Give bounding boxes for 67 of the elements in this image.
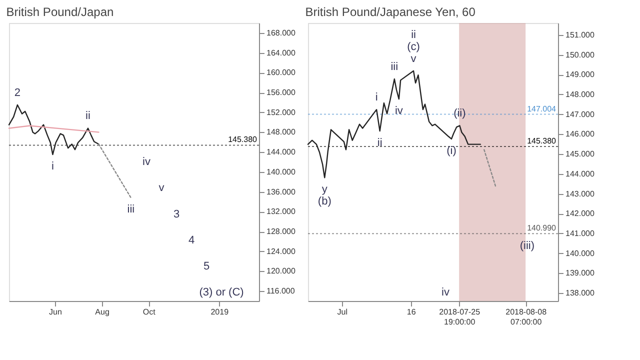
- y-tick-label: 149.000: [566, 70, 595, 80]
- annotation: 5: [203, 260, 210, 273]
- annotation: (b): [318, 196, 332, 208]
- y-tick-label: 141.000: [566, 228, 595, 238]
- y-tick-label: 139.000: [566, 268, 595, 278]
- annotation: 2: [14, 86, 20, 99]
- annotation: iv: [442, 286, 450, 299]
- annotation: iv: [394, 105, 404, 118]
- y-tick-label: 146.000: [566, 130, 595, 139]
- y-tick-label: 147.000: [566, 110, 595, 119]
- y-tick-label: 116.000: [266, 286, 296, 296]
- y-tick-label: 160.000: [266, 68, 296, 78]
- y-tick-label: 152.000: [266, 108, 296, 117]
- annotation: i: [51, 160, 54, 173]
- annotation: (3) or (C): [199, 286, 244, 299]
- x-tick-label: Jun: [49, 308, 62, 316]
- y-tick-label: 132.000: [266, 207, 296, 216]
- y-tick-label: 150.000: [566, 50, 595, 60]
- annotation: ii: [86, 110, 90, 122]
- chart-title: British Pound/Japan: [6, 5, 114, 19]
- x-tick-label: 2018-08-08 07:00:00: [506, 308, 548, 326]
- y-tick-label: 143.000: [566, 189, 595, 198]
- ref-line-label: 145.380: [527, 136, 557, 146]
- ref-line-label: 140.990: [527, 224, 557, 233]
- y-tick-label: 138.000: [566, 288, 595, 298]
- y-tick-label: 156.000: [266, 88, 296, 97]
- annotation: (c): [407, 40, 420, 53]
- y-tick-label: 140.000: [266, 167, 296, 176]
- y-tick-label: 144.000: [566, 169, 595, 178]
- x-tick-label: Jul: [337, 308, 348, 316]
- annotation: iv: [142, 156, 151, 168]
- annotation: ii: [411, 28, 416, 41]
- annotation: ii: [377, 137, 382, 150]
- annotation: y: [322, 184, 328, 196]
- annotation: v: [158, 182, 165, 194]
- annotation: iii: [390, 60, 398, 73]
- ref-line-label: 147.004: [527, 104, 557, 114]
- y-tick-label: 168.000: [266, 28, 296, 38]
- y-tick-label: 145.000: [566, 150, 595, 159]
- y-tick-label: 136.000: [266, 187, 296, 196]
- x-tick-label: Oct: [142, 308, 156, 316]
- x-tick-label: 2018-07-25 19:00:00: [439, 308, 481, 326]
- annotation: (i): [446, 144, 456, 157]
- x-tick-label: Aug: [95, 308, 110, 316]
- y-tick-label: 151.000: [566, 30, 595, 40]
- x-tick-label: 2019: [210, 308, 230, 316]
- annotation: 4: [188, 234, 195, 246]
- ref-line-label: 145.380: [228, 135, 258, 144]
- y-tick-label: 142.000: [566, 209, 595, 218]
- y-tick-label: 120.000: [266, 266, 296, 276]
- y-tick-label: 144.000: [266, 148, 296, 157]
- annotation: v: [410, 52, 417, 65]
- y-tick-label: 128.000: [266, 227, 296, 236]
- y-tick-label: 148.000: [566, 90, 595, 99]
- line-series: [307, 70, 482, 178]
- chart-title: British Pound/Japanese Yen, 60: [305, 5, 476, 19]
- y-tick-label: 124.000: [266, 246, 296, 256]
- annotation: (iii): [520, 240, 535, 252]
- annotation: 3: [173, 208, 180, 220]
- line-series: [8, 104, 100, 156]
- annotation: i: [375, 92, 378, 104]
- y-tick-label: 148.000: [266, 128, 296, 137]
- x-tick-label: 16: [406, 308, 416, 316]
- annotation: (ii): [454, 108, 466, 120]
- y-tick-label: 140.000: [566, 248, 595, 258]
- annotation: iii: [127, 204, 135, 216]
- y-tick-label: 164.000: [266, 48, 296, 58]
